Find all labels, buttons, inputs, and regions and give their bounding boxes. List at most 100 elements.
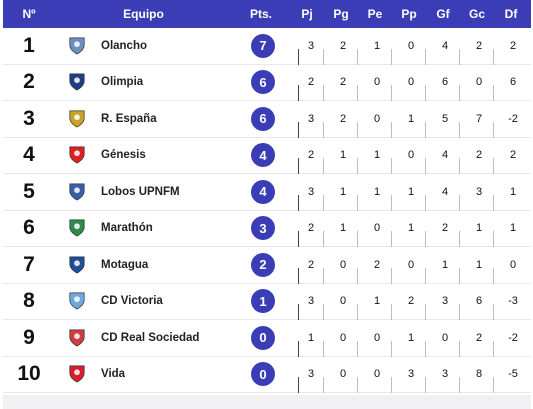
table-row[interactable]: 10 Vida 0 3 0 0 3 3 8 -5 bbox=[3, 356, 531, 394]
team-name[interactable]: CD Real Sociedad bbox=[101, 331, 200, 344]
lost-cell: 0 bbox=[394, 76, 428, 102]
points-cell: 6 bbox=[234, 70, 292, 95]
table-row[interactable]: 3 R. España 6 3 2 0 1 5 7 -2 bbox=[3, 101, 531, 138]
won-cell: 2 bbox=[326, 76, 360, 102]
header-goal-difference[interactable]: Df bbox=[504, 7, 518, 21]
goals-for-cell: 2 bbox=[428, 222, 462, 248]
goals-against-cell: 2 bbox=[462, 149, 496, 175]
drawn-cell: 0 bbox=[360, 113, 394, 138]
position-number: 8 bbox=[23, 289, 35, 313]
points-badge: 0 bbox=[251, 362, 275, 387]
team-name[interactable]: Olimpia bbox=[101, 76, 144, 89]
team-name[interactable]: Marathón bbox=[101, 222, 153, 235]
table-row[interactable]: 9 CD Real Sociedad 0 1 0 0 1 0 2 -2 bbox=[3, 320, 531, 357]
points-badge: 1 bbox=[251, 289, 275, 314]
position-number: 2 bbox=[23, 70, 35, 94]
lobos-crest-icon bbox=[69, 183, 85, 201]
team-crest[interactable] bbox=[55, 218, 99, 238]
lost-cell: 3 bbox=[394, 368, 428, 394]
goal-difference-cell: 6 bbox=[509, 76, 517, 89]
drawn-cell: 1 bbox=[360, 295, 394, 321]
header-drawn[interactable]: Pe bbox=[367, 7, 383, 21]
table-footer bbox=[3, 395, 531, 409]
team-name[interactable]: Génesis bbox=[101, 149, 146, 162]
team-crest[interactable] bbox=[55, 182, 99, 202]
position-number: 9 bbox=[23, 325, 35, 349]
team-crest[interactable] bbox=[55, 255, 99, 275]
points-cell: 0 bbox=[234, 325, 292, 350]
goals-for-cell: 3 bbox=[428, 368, 462, 394]
header-won[interactable]: Pg bbox=[333, 7, 349, 21]
header-lost[interactable]: Pp bbox=[401, 7, 417, 21]
team-crest[interactable] bbox=[55, 109, 99, 129]
team-name[interactable]: R. España bbox=[101, 112, 157, 125]
points-badge: 2 bbox=[251, 252, 275, 277]
played-cell: 2 bbox=[292, 149, 326, 175]
goals-for-cell: 1 bbox=[428, 259, 462, 284]
lost-cell: 0 bbox=[394, 149, 428, 175]
points-cell: 0 bbox=[234, 362, 292, 387]
lost-cell: 2 bbox=[394, 295, 428, 321]
drawn-cell: 0 bbox=[360, 76, 394, 102]
header-team[interactable]: Equipo bbox=[123, 7, 164, 21]
team-crest[interactable] bbox=[55, 72, 99, 92]
header-goals-for[interactable]: Gf bbox=[436, 7, 450, 21]
table-row[interactable]: 6 Marathón 3 2 1 0 1 2 1 1 bbox=[3, 210, 531, 248]
goals-for-cell: 4 bbox=[428, 40, 462, 65]
team-crest[interactable] bbox=[55, 364, 99, 384]
won-cell: 0 bbox=[326, 332, 360, 357]
header-played[interactable]: Pj bbox=[301, 7, 313, 21]
genesis-crest-icon bbox=[69, 146, 85, 164]
points-badge: 3 bbox=[251, 216, 275, 241]
olimpia-crest-icon bbox=[69, 73, 85, 91]
goals-against-cell: 1 bbox=[462, 259, 496, 284]
won-cell: 0 bbox=[326, 368, 360, 394]
team-name[interactable]: Motagua bbox=[101, 258, 149, 271]
vida-crest-icon bbox=[69, 365, 85, 383]
goals-for-cell: 3 bbox=[428, 295, 462, 321]
team-name[interactable]: Lobos UPNFM bbox=[101, 185, 180, 198]
played-cell: 1 bbox=[292, 332, 326, 357]
table-row[interactable]: 8 CD Victoria 1 3 0 1 2 3 6 -3 bbox=[3, 283, 531, 321]
played-cell: 3 bbox=[292, 368, 326, 394]
drawn-cell: 1 bbox=[360, 186, 394, 211]
team-crest[interactable] bbox=[55, 36, 99, 56]
team-crest[interactable] bbox=[55, 328, 99, 348]
table-row[interactable]: 4 Génesis 4 2 1 1 0 4 2 2 bbox=[3, 137, 531, 175]
victoria-crest-icon bbox=[69, 292, 85, 310]
points-badge: 0 bbox=[251, 325, 275, 350]
points-cell: 1 bbox=[234, 289, 292, 314]
team-name[interactable]: CD Victoria bbox=[101, 295, 163, 308]
team-name[interactable]: Olancho bbox=[101, 39, 148, 52]
team-name[interactable]: Vida bbox=[101, 368, 126, 381]
points-cell: 7 bbox=[234, 33, 292, 58]
goals-against-cell: 8 bbox=[462, 368, 496, 394]
points-cell: 2 bbox=[234, 252, 292, 277]
table-row[interactable]: 1 Olancho 7 3 2 1 0 4 2 2 bbox=[3, 28, 531, 65]
won-cell: 1 bbox=[326, 222, 360, 248]
won-cell: 1 bbox=[326, 149, 360, 175]
lost-cell: 1 bbox=[394, 186, 428, 211]
drawn-cell: 0 bbox=[360, 368, 394, 394]
won-cell: 0 bbox=[326, 295, 360, 321]
goal-difference-cell: 1 bbox=[509, 222, 517, 235]
real-espana-crest-icon bbox=[69, 110, 85, 128]
team-crest[interactable] bbox=[55, 145, 99, 165]
position-number: 6 bbox=[23, 216, 35, 240]
goal-difference-cell: 0 bbox=[509, 258, 517, 271]
table-row[interactable]: 5 Lobos UPNFM 4 3 1 1 1 4 3 1 bbox=[3, 174, 531, 211]
drawn-cell: 2 bbox=[360, 259, 394, 284]
points-badge: 6 bbox=[251, 70, 275, 95]
team-crest[interactable] bbox=[55, 291, 99, 311]
goal-difference-cell: 2 bbox=[509, 39, 517, 52]
won-cell: 2 bbox=[326, 40, 360, 65]
header-points[interactable]: Pts. bbox=[249, 7, 272, 21]
points-badge: 7 bbox=[251, 33, 275, 58]
points-cell: 6 bbox=[234, 106, 292, 131]
points-badge: 4 bbox=[251, 179, 275, 204]
table-row[interactable]: 2 Olimpia 6 2 2 0 0 6 0 6 bbox=[3, 64, 531, 102]
goals-against-cell: 2 bbox=[462, 40, 496, 65]
table-row[interactable]: 7 Motagua 2 2 0 2 0 1 1 0 bbox=[3, 247, 531, 284]
played-cell: 2 bbox=[292, 222, 326, 248]
header-goals-against[interactable]: Gc bbox=[468, 7, 485, 21]
